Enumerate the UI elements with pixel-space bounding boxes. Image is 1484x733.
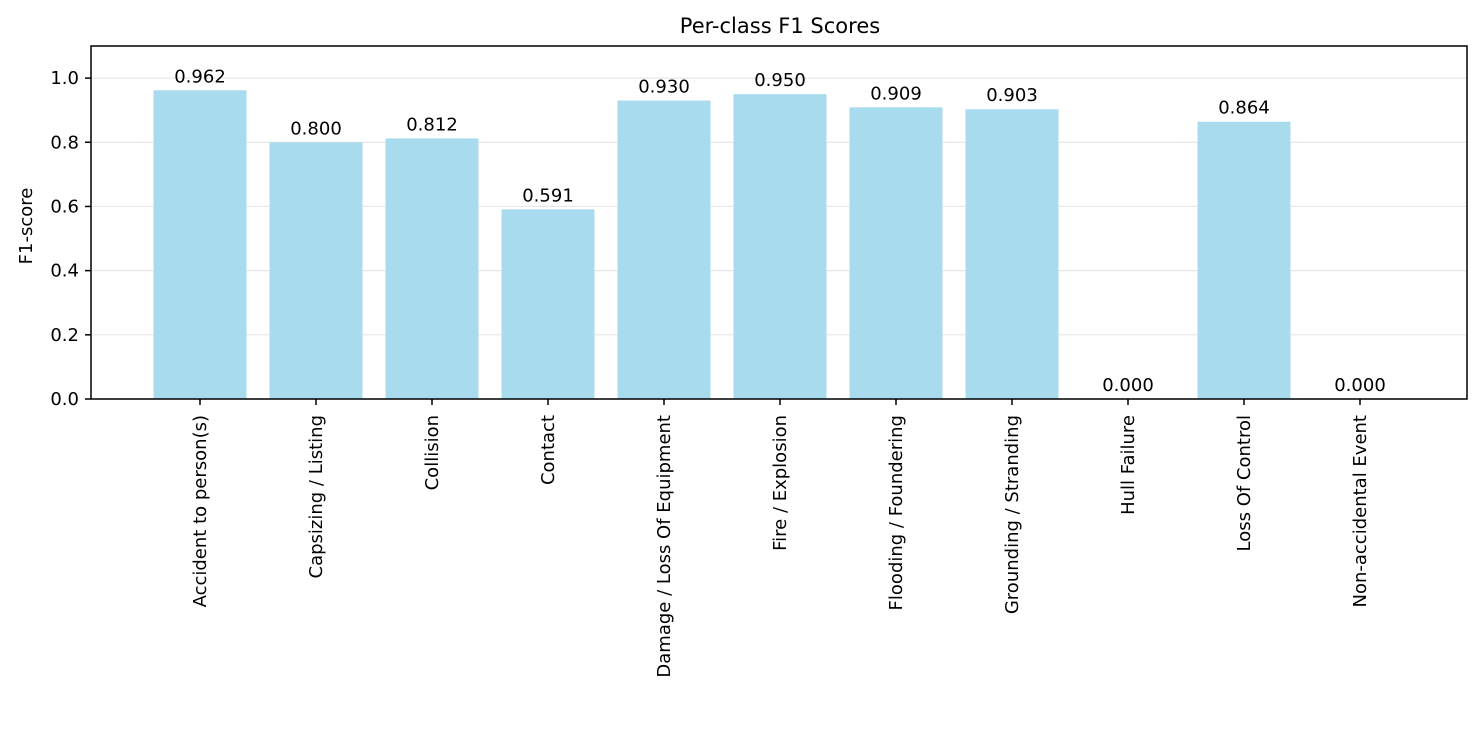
bar [501,209,595,399]
bars [153,90,1291,400]
y-tick-label: 1.0 [50,68,79,89]
bar [733,94,827,400]
x-tick-label: Grounding / Stranding [1002,415,1023,614]
y-tick-label: 0.0 [50,389,79,410]
bar-value-label: 0.909 [870,83,922,104]
bar-value-label: 0.903 [986,85,1038,106]
x-tick-label: Non-accidental Event [1350,415,1371,608]
bar [617,100,711,400]
data-labels: 0.962 0.800 0.812 0.591 0.930 0.950 0.909 0.903… [174,66,1386,396]
bar [965,109,1059,400]
bar-value-label: 0.962 [174,66,226,87]
y-tick-label: 0.8 [50,132,79,153]
bar-value-label: 0.591 [522,185,574,206]
x-tick-label: Fire / Explosion [770,415,791,551]
bar [1197,121,1291,399]
bar-value-label: 0.800 [290,118,342,139]
x-tick-label: Contact [538,415,559,485]
bar-value-label: 0.950 [754,70,806,91]
x-tick-label: Accident to person(s) [190,415,211,607]
x-tick-label: Collision [422,415,443,490]
x-tick-label: Hull Failure [1118,415,1139,515]
x-tick-label: Capsizing / Listing [306,415,327,579]
x-tick-label: Loss Of Control [1234,415,1255,552]
x-tick-label: Damage / Loss Of Equipment [654,415,675,678]
y-axis-label: F1-score [16,188,37,265]
x-tick-label: Flooding / Foundering [886,415,907,610]
bar-value-label: 0.000 [1102,375,1154,396]
y-tick-label: 0.2 [50,325,79,346]
bar [849,107,943,399]
y-axis: 0.0 0.2 0.4 0.6 0.8 1.0 [50,68,91,410]
bar [385,138,479,399]
plot-frame [90,45,1468,400]
y-tick-label: 0.4 [50,261,79,282]
y-tick-label: 0.6 [50,196,79,217]
chart-title: Per-class F1 Scores [680,14,880,38]
bar-value-label: 0.812 [406,114,458,135]
x-axis: Accident to person(s) Capsizing / Listing… [190,399,1371,678]
bar [153,90,247,399]
bar-value-label: 0.864 [1218,98,1270,119]
bar [269,142,363,400]
bar-value-label: 0.000 [1334,375,1386,396]
bar-value-label: 0.930 [638,77,690,98]
